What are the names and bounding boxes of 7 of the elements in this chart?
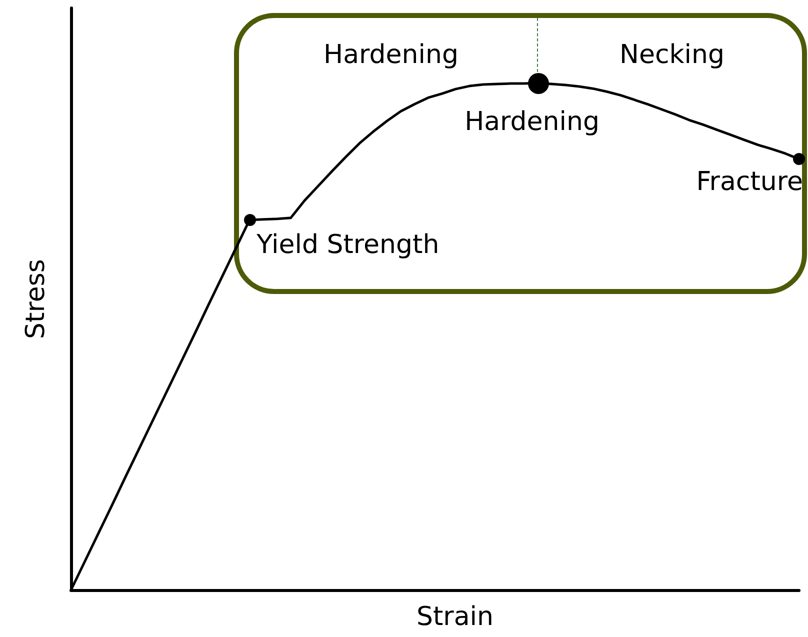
annotation: Yield Strength (256, 230, 440, 260)
annotation: Hardening (464, 107, 600, 137)
text: Hardening (324, 40, 458, 70)
y-axis-title: Stress (21, 259, 51, 339)
annotation: Fracture (696, 167, 803, 198)
x-axis-title: Strain (416, 602, 494, 632)
text: Necking (619, 40, 725, 70)
